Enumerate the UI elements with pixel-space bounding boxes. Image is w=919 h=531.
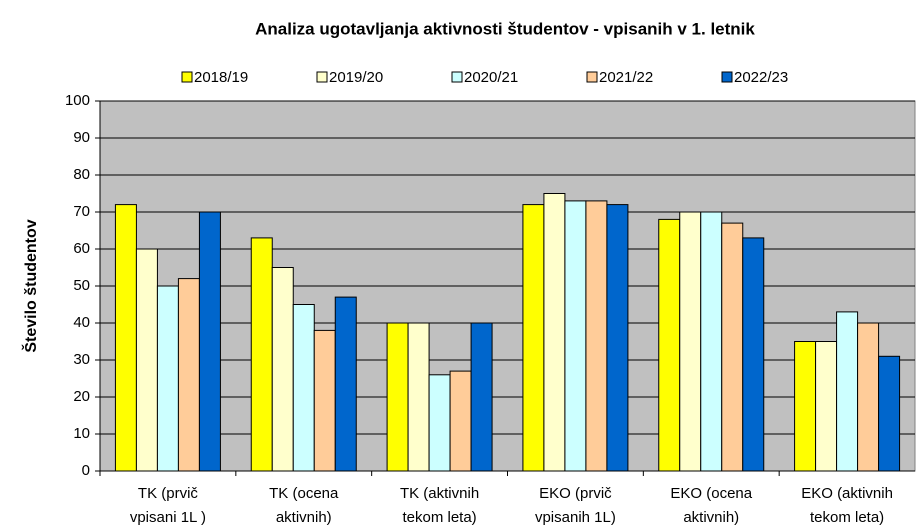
legend-label: 2022/23 [734, 69, 788, 86]
y-axis-label: Število študentov [21, 219, 40, 352]
bar [794, 341, 817, 472]
bar [564, 200, 587, 472]
legend-swatch [451, 71, 463, 83]
bar [721, 222, 744, 472]
x-tick-label: aktivnih) [683, 509, 739, 526]
bar [700, 211, 723, 472]
bar [428, 374, 451, 472]
y-tick-label: 60 [73, 240, 90, 257]
y-tick-label: 20 [73, 388, 90, 405]
y-tick-label: 0 [82, 462, 90, 479]
legend-label: 2018/19 [194, 69, 248, 86]
bar [470, 322, 493, 472]
legend-swatch [721, 71, 733, 83]
y-tick-label: 80 [73, 166, 90, 183]
bar [522, 204, 545, 472]
x-tick-label: vpisani 1L ) [130, 509, 206, 526]
y-tick-label: 70 [73, 203, 90, 220]
bar [135, 248, 158, 472]
y-tick-label: 30 [73, 351, 90, 368]
y-tick-label: 50 [73, 277, 90, 294]
bar [177, 278, 200, 472]
bar [679, 211, 702, 472]
bar [407, 322, 430, 472]
legend-label: 2021/22 [599, 69, 653, 86]
chart-title: Analiza ugotavljanja aktivnosti študento… [255, 19, 755, 38]
bar [386, 322, 409, 472]
x-tick-label: tekom leta) [402, 509, 476, 526]
bar [250, 237, 273, 472]
x-tick-label: TK (ocena [269, 485, 339, 502]
x-tick-label: aktivnih) [276, 509, 332, 526]
bar [742, 237, 765, 472]
bar [156, 285, 179, 472]
bar [543, 193, 566, 472]
legend-label: 2019/20 [329, 69, 383, 86]
bar [606, 204, 629, 472]
bar [658, 218, 681, 472]
bar [857, 322, 880, 472]
bar [313, 329, 336, 472]
x-tick-label: vpisanih 1L) [535, 509, 616, 526]
y-tick-label: 40 [73, 314, 90, 331]
bar [271, 267, 294, 472]
bar [114, 204, 137, 472]
bar [198, 211, 221, 472]
x-tick-label: TK (prvič [138, 485, 199, 502]
x-tick-label: EKO (aktivnih [801, 485, 893, 502]
bar [292, 304, 315, 472]
x-tick-label: TK (aktivnih [400, 485, 479, 502]
y-tick-label: 90 [73, 129, 90, 146]
x-tick-label: EKO (ocena [670, 485, 752, 502]
bar [585, 200, 608, 472]
legend-label: 2020/21 [464, 69, 518, 86]
y-tick-label: 100 [65, 92, 90, 109]
bar [878, 355, 901, 472]
bar [334, 296, 357, 472]
bar [836, 311, 859, 472]
legend-swatch [181, 71, 193, 83]
legend-swatch [316, 71, 328, 83]
legend-swatch [586, 71, 598, 83]
bar [449, 370, 472, 472]
bar [815, 341, 838, 472]
x-tick-label: EKO (prvič [539, 485, 612, 502]
y-tick-label: 10 [73, 425, 90, 442]
x-tick-label: tekom leta) [810, 509, 884, 526]
